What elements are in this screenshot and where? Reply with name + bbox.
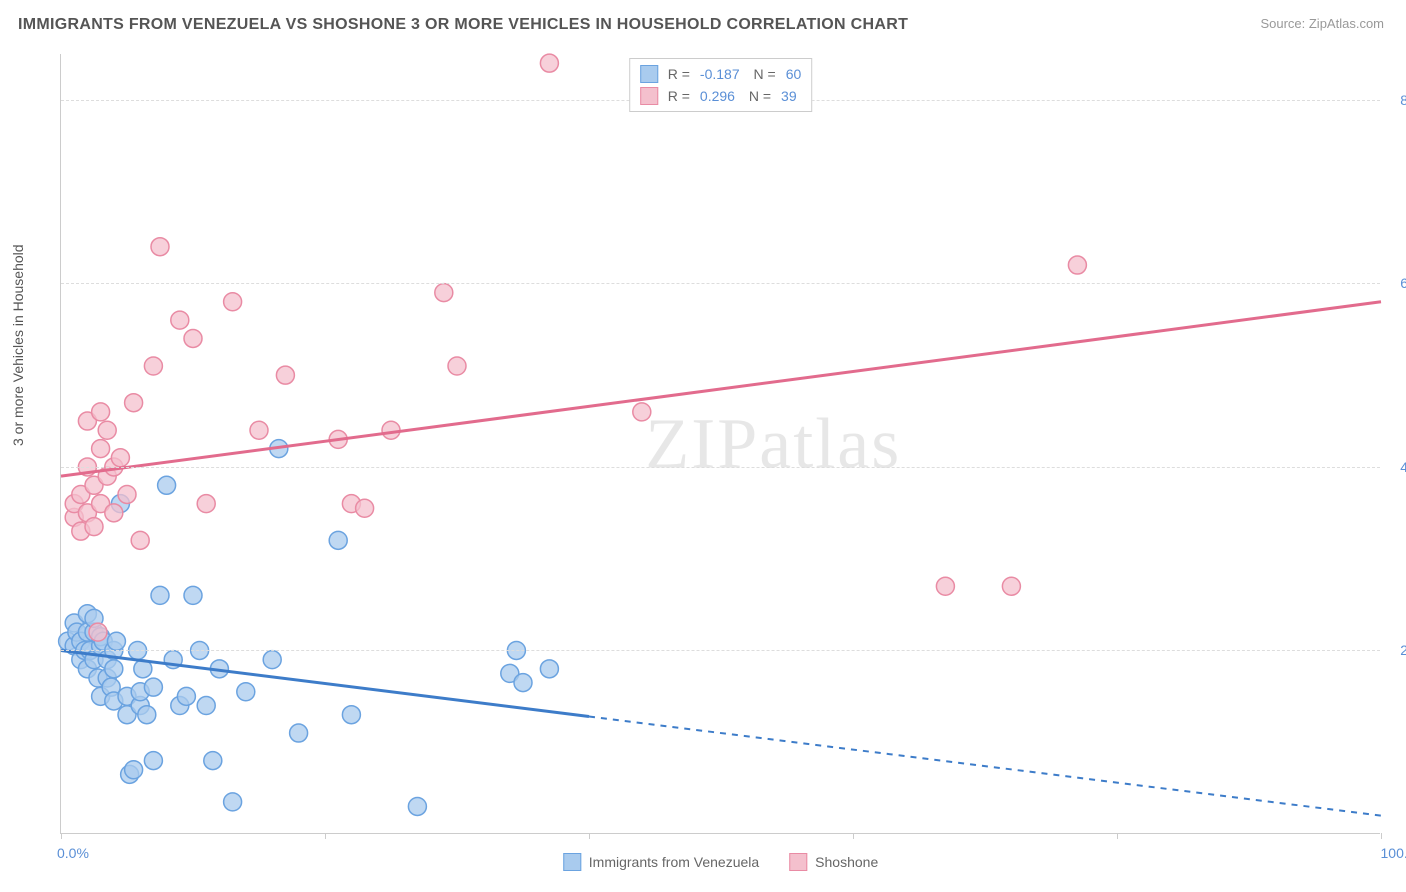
series-legend: Immigrants from Venezuela Shoshone [563,853,878,871]
chart-plot-area: ZIPatlas R = -0.187 N = 60 R = 0.296 N =… [60,54,1380,834]
scatter-point [197,495,215,513]
scatter-point [224,293,242,311]
scatter-point [224,793,242,811]
scatter-point [197,697,215,715]
legend-item-venezuela: Immigrants from Venezuela [563,853,759,871]
scatter-point [184,586,202,604]
scatter-point [92,403,110,421]
scatter-point [290,724,308,742]
scatter-point [237,683,255,701]
scatter-point [276,366,294,384]
scatter-point [92,440,110,458]
scatter-point [144,678,162,696]
y-tick-label: 20.0% [1385,642,1406,658]
legend-r-label: R = [668,66,690,82]
scatter-point [89,623,107,641]
scatter-point [408,797,426,815]
scatter-point [435,284,453,302]
legend-n-label: N = [745,88,771,104]
scatter-point [138,706,156,724]
chart-title: IMMIGRANTS FROM VENEZUELA VS SHOSHONE 3 … [18,16,908,34]
scatter-point [204,752,222,770]
legend-row-series-1: R = -0.187 N = 60 [640,63,802,85]
scatter-point [184,329,202,347]
scatter-point [151,586,169,604]
legend-r-value-2: 0.296 [700,88,735,104]
scatter-point [356,499,374,517]
scatter-point [514,674,532,692]
scatter-plot-svg [61,54,1380,833]
scatter-point [171,311,189,329]
scatter-point [111,449,129,467]
y-tick-label: 80.0% [1385,92,1406,108]
scatter-point [263,651,281,669]
legend-swatch-pink [789,853,807,871]
scatter-point [105,660,123,678]
scatter-point [158,476,176,494]
legend-r-value-1: -0.187 [700,66,740,82]
scatter-point [105,504,123,522]
scatter-point [633,403,651,421]
y-tick-label: 60.0% [1385,275,1406,291]
legend-n-value-2: 39 [781,88,797,104]
correlation-legend: R = -0.187 N = 60 R = 0.296 N = 39 [629,58,813,112]
legend-label-2: Shoshone [815,854,878,870]
scatter-point [98,421,116,439]
scatter-point [85,518,103,536]
scatter-point [144,752,162,770]
scatter-point [540,54,558,72]
scatter-point [125,761,143,779]
scatter-point [144,357,162,375]
y-axis-label: 3 or more Vehicles in Household [10,244,26,446]
trend-line-solid [61,302,1381,476]
scatter-point [177,687,195,705]
x-tick-label-max: 100.0% [1381,845,1406,861]
scatter-point [448,357,466,375]
scatter-point [125,394,143,412]
source-attribution: Source: ZipAtlas.com [1260,16,1384,31]
scatter-point [1068,256,1086,274]
scatter-point [936,577,954,595]
x-tick-label-min: 0.0% [57,845,89,861]
scatter-point [1002,577,1020,595]
legend-item-shoshone: Shoshone [789,853,878,871]
legend-row-series-2: R = 0.296 N = 39 [640,85,802,107]
scatter-point [342,706,360,724]
legend-n-label: N = [750,66,776,82]
scatter-point [131,531,149,549]
scatter-point [540,660,558,678]
scatter-point [329,531,347,549]
legend-swatch-blue [563,853,581,871]
scatter-point [107,632,125,650]
legend-swatch-blue [640,65,658,83]
legend-r-label: R = [668,88,690,104]
legend-n-value-1: 60 [786,66,802,82]
legend-label-1: Immigrants from Venezuela [589,854,759,870]
legend-swatch-pink [640,87,658,105]
scatter-point [118,485,136,503]
trend-line-dashed [589,717,1381,816]
scatter-point [151,238,169,256]
y-tick-label: 40.0% [1385,459,1406,475]
scatter-point [250,421,268,439]
